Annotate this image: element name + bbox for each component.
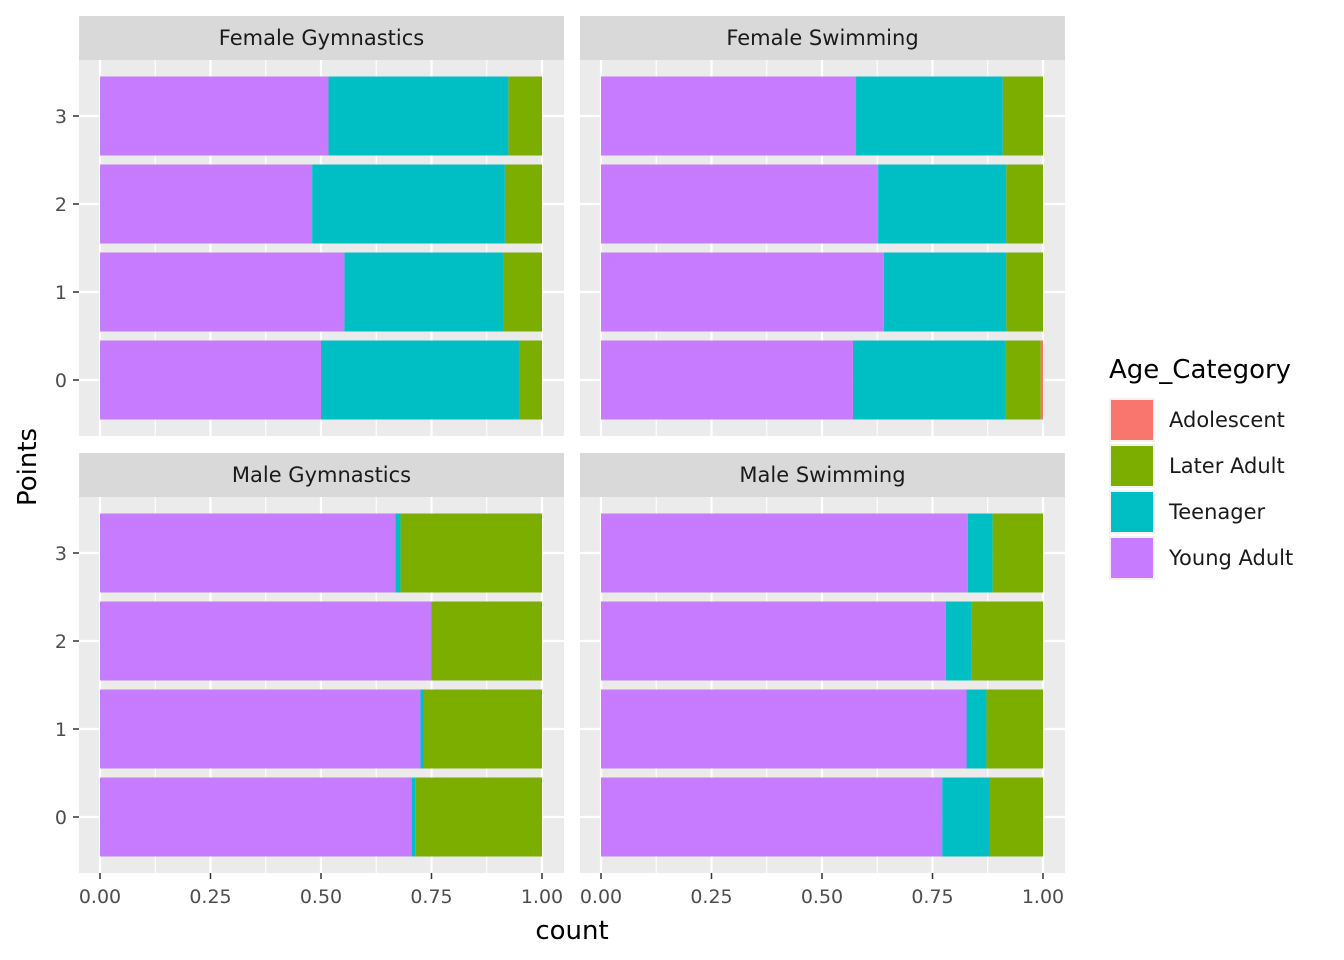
bar-female-swimming-points-0-teenager [852,340,1006,420]
legend-swatch-later-adult [1111,446,1153,486]
panel-male-swimming: Male Swimming 0.00 0.25 0.50 0.75 1.00 [580,453,1065,908]
bar-female-gymnastics-points-1-young-adult [100,252,345,332]
bar-male-swimming-points-0-teenager [942,777,990,857]
bar-female-gymnastics-points-2-teenager [312,164,505,244]
bar-male-gymnastics-points-1-young-adult [100,689,421,769]
bar-male-gymnastics-points-0-teenager [411,777,416,857]
bar-female-swimming-points-3-young-adult [601,76,857,156]
bar-female-gymnastics-points-1-teenager [344,252,504,332]
x-tick-label-0-25: 0.25 [189,886,231,908]
y-tick-label-2: 2 [55,194,67,216]
bar-female-gymnastics-points-0-young-adult [100,340,321,420]
x-tick-label-1-00: 1.00 [1022,886,1064,908]
strip-female-gymnastics [79,16,564,60]
strip-male-swimming [580,453,1065,497]
bar-male-gymnastics-points-3-teenager [395,513,401,593]
bar-female-swimming-points-1-teenager [883,252,1007,332]
bar-female-swimming-points-3-later-adult [1002,76,1043,156]
bar-female-swimming-points-3-teenager [856,76,1003,156]
strip-label-male-swimming: Male Swimming [739,463,905,487]
bar-female-swimming-points-0-young-adult [601,340,853,420]
x-tick-label-0-75: 0.75 [911,886,953,908]
bar-male-gymnastics-points-1-teenager [420,689,424,769]
x-tick-label-0-00: 0.00 [580,886,622,908]
strip-label-female-gymnastics: Female Gymnastics [219,26,424,50]
x-tick-label-0-00: 0.00 [79,886,121,908]
bar-male-gymnastics-points-0-later-adult [415,777,542,857]
y-tick-label-0: 0 [55,807,67,829]
strip-label-female-swimming: Female Swimming [726,26,918,50]
bar-female-swimming-points-1-later-adult [1006,252,1043,332]
bar-female-swimming-points-2-teenager [878,164,1007,244]
bar-male-swimming-points-3-young-adult [601,513,968,593]
x-tick-label-0-50: 0.50 [300,886,342,908]
bar-female-gymnastics-points-3-teenager [328,76,509,156]
legend: Age_Category Adolescent Later Adult Teenag… [1109,355,1293,580]
panel-female-swimming: Female Swimming [580,16,1065,436]
y-tick-label-2: 2 [55,631,67,653]
legend-label-teenager: Teenager [1168,500,1266,524]
bar-male-gymnastics-points-1-later-adult [423,689,542,769]
y-tick-label-3: 3 [55,106,67,128]
y-tick-label-3: 3 [55,543,67,565]
bar-female-gymnastics-points-1-later-adult [503,252,542,332]
bar-male-swimming-points-2-teenager [945,601,972,681]
panel-female-gymnastics: Female Gymnastics 0 1 2 3 [55,16,564,436]
legend-title: Age_Category [1109,355,1291,385]
bar-female-gymnastics-points-3-young-adult [100,76,329,156]
bar-female-swimming-points-1-young-adult [601,252,884,332]
bar-male-swimming-points-0-later-adult [989,777,1043,857]
panel-male-gymnastics: Male Gymnastics 0 1 2 3 0.00 0.25 0.50 0.75 1.00 [55,453,564,908]
strip-male-gymnastics [79,453,564,497]
bar-male-gymnastics-points-3-later-adult [400,513,542,593]
bar-female-swimming-points-0-later-adult [1005,340,1041,420]
x-tick-label-1-00: 1.00 [521,886,563,908]
bar-female-gymnastics-points-0-later-adult [519,340,542,420]
legend-item-later-adult: Later Adult [1109,444,1285,488]
legend-label-young-adult: Young Adult [1168,546,1293,570]
bar-female-swimming-points-0-adolescent [1040,340,1043,420]
y-tick-label-1: 1 [55,719,67,741]
bar-male-gymnastics-points-3-young-adult [100,513,396,593]
legend-label-adolescent: Adolescent [1169,408,1285,432]
legend-label-later-adult: Later Adult [1169,454,1285,478]
bar-male-swimming-points-3-later-adult [992,513,1043,593]
x-tick-label-0-25: 0.25 [690,886,732,908]
legend-item-teenager: Teenager [1109,490,1266,534]
bar-male-swimming-points-1-young-adult [601,689,967,769]
legend-item-young-adult: Young Adult [1109,536,1293,580]
bar-male-gymnastics-points-0-young-adult [100,777,412,857]
bar-male-swimming-points-1-later-adult [986,689,1043,769]
bar-female-swimming-points-2-later-adult [1006,164,1043,244]
bar-male-swimming-points-2-young-adult [601,601,946,681]
bar-female-gymnastics-points-2-young-adult [100,164,313,244]
y-tick-label-1: 1 [55,282,67,304]
strip-label-male-gymnastics: Male Gymnastics [232,463,411,487]
bar-female-gymnastics-points-2-later-adult [504,164,542,244]
x-tick-label-0-75: 0.75 [410,886,452,908]
bar-female-gymnastics-points-0-teenager [321,340,520,420]
legend-item-adolescent: Adolescent [1109,398,1285,442]
y-tick-label-0: 0 [55,370,67,392]
strip-female-swimming [580,16,1065,60]
facet-panels: Female Gymnastics 0 1 2 3 Female Swimming Male… [55,16,1065,908]
y-axis-title: Points [13,428,43,506]
bar-male-swimming-points-2-later-adult [971,601,1043,681]
bar-male-swimming-points-1-teenager [966,689,987,769]
bar-male-swimming-points-0-young-adult [601,777,943,857]
x-axis-title: count [535,916,608,946]
bar-female-swimming-points-2-young-adult [601,164,879,244]
x-tick-label-0-50: 0.50 [801,886,843,908]
legend-swatch-young-adult [1111,538,1153,578]
bar-male-swimming-points-3-teenager [967,513,993,593]
bar-male-gymnastics-points-2-later-adult [431,601,542,681]
bar-female-gymnastics-points-3-later-adult [508,76,542,156]
legend-swatch-teenager [1111,492,1153,532]
bar-male-gymnastics-points-2-young-adult [100,601,432,681]
legend-swatch-adolescent [1111,400,1153,440]
